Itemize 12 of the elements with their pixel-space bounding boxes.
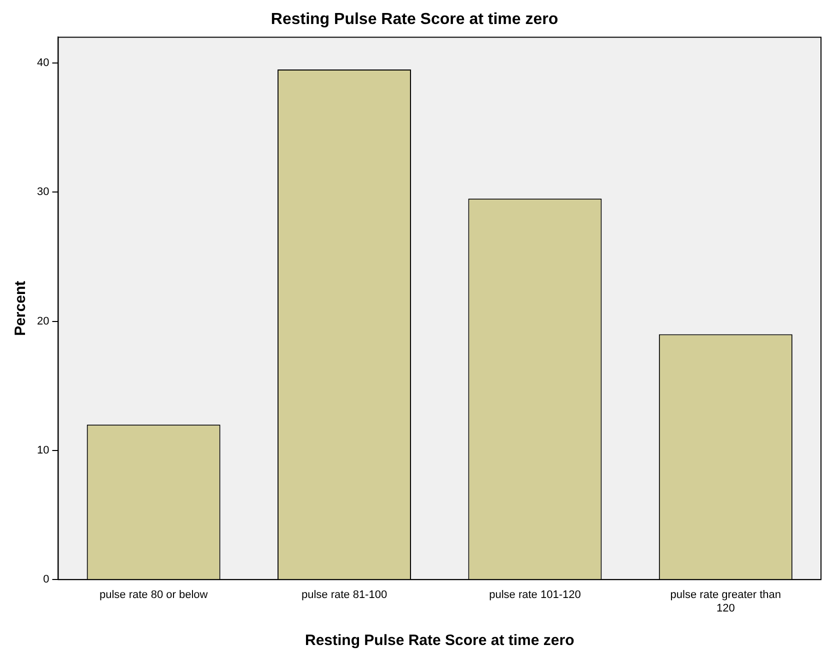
x-axis-title: Resting Pulse Rate Score at time zero [304, 632, 574, 650]
y-tick-label: 0 [43, 574, 50, 586]
y-tick-label: 10 [36, 444, 50, 456]
y-tick-label: 30 [36, 186, 50, 198]
y-tick-label: 20 [36, 315, 50, 328]
x-tick-label: pulse rate 101-120 [489, 589, 581, 602]
y-axis-title: Percent [12, 280, 30, 336]
chart-title: Resting Pulse Rate Score at time zero [270, 11, 558, 28]
y-tick-label: 40 [36, 57, 50, 70]
x-tick-label: pulse rate 80 or below [99, 589, 208, 602]
x-tick-label: pulse rate greater than 120 [670, 589, 781, 614]
x-tick-label: pulse rate 81-100 [301, 589, 388, 602]
